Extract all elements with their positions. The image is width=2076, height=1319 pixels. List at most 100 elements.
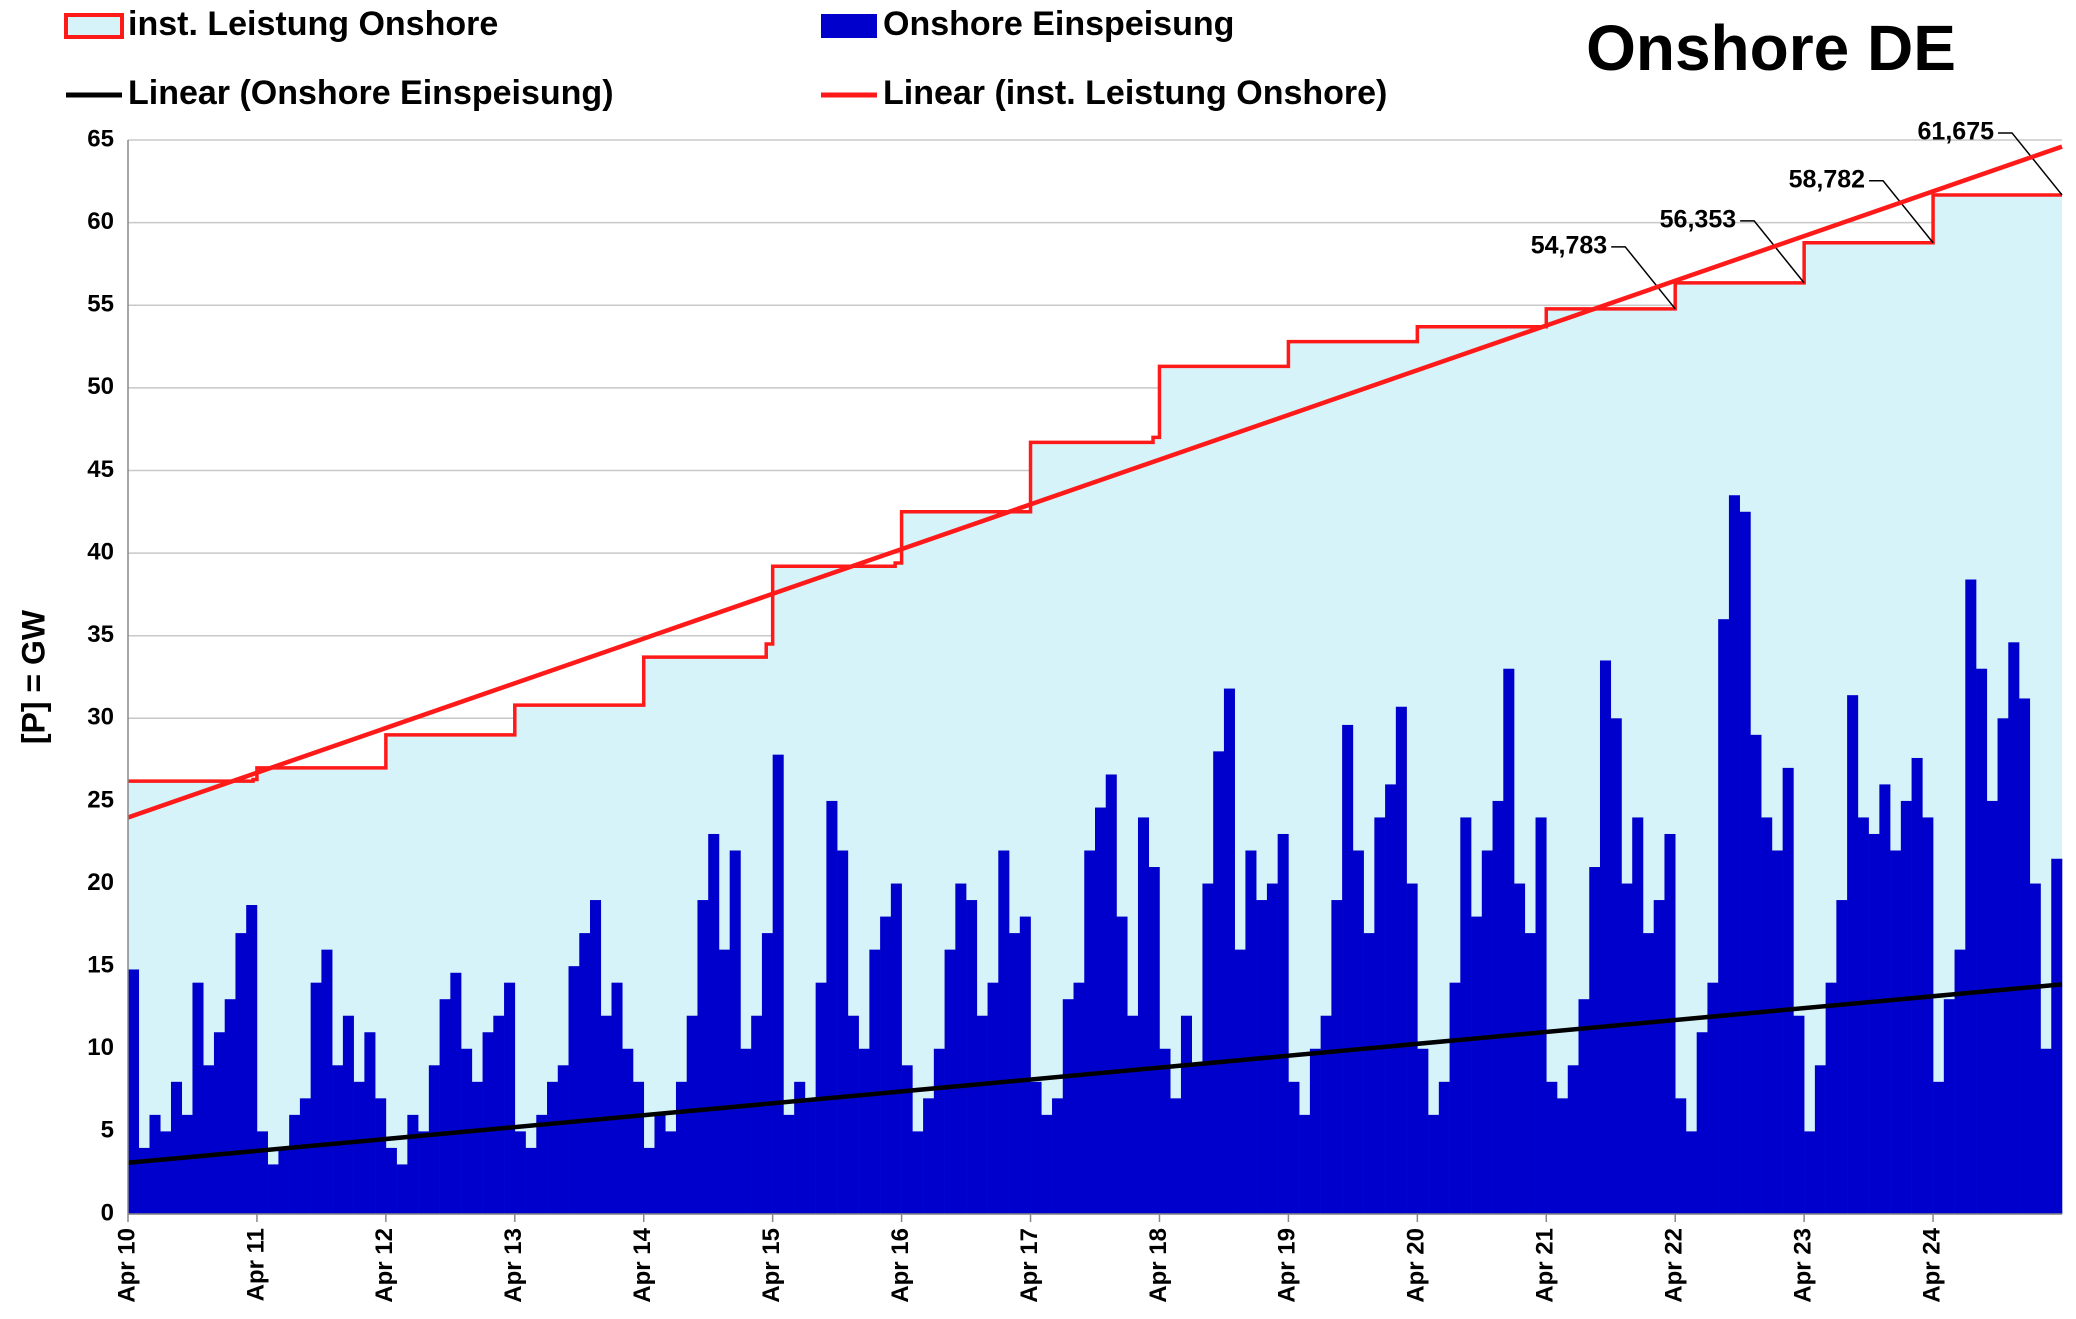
x-tick-label: Apr 14	[629, 1227, 656, 1302]
x-tick-label: Apr 22	[1661, 1228, 1688, 1303]
feed-in-bar	[1750, 734, 1762, 1214]
feed-in-bar	[1986, 800, 1998, 1214]
feed-in-bar	[504, 982, 516, 1214]
feed-in-bar	[1213, 751, 1225, 1214]
feed-in-bar	[880, 916, 892, 1214]
x-tick-label: Apr 21	[1532, 1228, 1559, 1303]
y-axis-label: [P] = GW	[15, 609, 51, 744]
feed-in-bar	[804, 1098, 816, 1214]
feed-in-bar	[1782, 767, 1794, 1214]
x-tick-label: Apr 18	[1145, 1228, 1172, 1303]
feed-in-bar	[1804, 1131, 1816, 1214]
feed-in-bar	[794, 1081, 806, 1214]
feed-in-bar	[2008, 642, 2020, 1214]
feed-in-bar	[525, 1147, 537, 1214]
feed-in-bar	[1707, 982, 1719, 1214]
feed-in-bar	[1331, 900, 1343, 1214]
feed-in-bar	[772, 754, 784, 1214]
y-tick-label: 60	[87, 208, 114, 235]
legend-label: inst. Leistung Onshore	[128, 5, 498, 43]
x-tick-label: Apr 17	[1016, 1228, 1043, 1303]
feed-in-bar	[632, 1081, 645, 1214]
feed-in-bar	[966, 900, 978, 1214]
feed-in-bar	[2029, 883, 2041, 1214]
feed-in-bar	[160, 1131, 172, 1214]
x-tick-label: Apr 24	[1918, 1227, 1945, 1302]
feed-in-bar	[1245, 850, 1257, 1214]
feed-in-bar	[1524, 933, 1536, 1214]
feed-in-bar	[224, 999, 236, 1214]
feed-in-bar	[1266, 883, 1278, 1214]
x-tick-label: Apr 11	[242, 1228, 269, 1301]
feed-in-bar	[1546, 1081, 1558, 1214]
data-label: 58,782	[1789, 165, 1865, 193]
feed-in-bar	[1890, 850, 1902, 1214]
data-label: 54,783	[1531, 231, 1607, 259]
feed-in-bar	[923, 1098, 935, 1214]
feed-in-bar	[729, 850, 741, 1214]
feed-in-bar	[289, 1114, 301, 1214]
feed-in-bar	[1299, 1114, 1311, 1214]
feed-in-bar	[1664, 833, 1676, 1214]
feed-in-bar	[1159, 1048, 1171, 1214]
feed-in-bar	[665, 1131, 677, 1214]
chart-title: Onshore DE	[1586, 12, 1956, 84]
feed-in-bar	[1041, 1114, 1053, 1214]
feed-in-bar	[944, 949, 956, 1214]
data-label: 56,353	[1660, 205, 1736, 233]
feed-in-bar	[1449, 982, 1461, 1214]
feed-in-bar	[976, 1015, 988, 1214]
feed-in-bar	[1825, 982, 1837, 1214]
feed-in-bar	[622, 1048, 634, 1214]
feed-in-bar	[1320, 1015, 1332, 1214]
feed-in-bar	[1385, 784, 1397, 1214]
feed-in-bar	[718, 949, 730, 1214]
feed-in-bar	[1019, 916, 1031, 1214]
data-label: 61,675	[1918, 118, 1995, 146]
feed-in-bar	[1180, 1015, 1192, 1214]
feed-in-bar	[375, 1098, 387, 1214]
feed-in-bar	[396, 1164, 408, 1214]
feed-in-bar	[1202, 883, 1214, 1214]
feed-in-bar	[1718, 619, 1730, 1214]
x-tick-label: Apr 20	[1403, 1228, 1430, 1303]
label-leader	[1998, 132, 2063, 196]
feed-in-bar	[310, 982, 322, 1214]
feed-in-bar	[1503, 668, 1515, 1214]
feed-in-bar	[783, 1114, 795, 1214]
feed-in-bar	[1696, 1032, 1708, 1214]
feed-in-bar	[407, 1114, 419, 1214]
feed-in-bar	[1933, 1081, 1945, 1214]
feed-in-bar	[1094, 807, 1107, 1214]
area-layer	[128, 194, 2062, 1215]
feed-in-bar	[600, 1015, 612, 1214]
feed-in-bar	[267, 1164, 279, 1214]
feed-in-bar	[1406, 883, 1418, 1214]
feed-in-bar	[1642, 933, 1655, 1214]
feed-in-bar	[1277, 833, 1289, 1214]
feed-in-bar	[1030, 1081, 1042, 1214]
feed-in-bar	[1535, 817, 1547, 1214]
feed-in-bar	[1814, 1065, 1826, 1214]
feed-in-bar	[149, 1114, 161, 1214]
feed-in-bar	[1223, 688, 1235, 1214]
feed-in-bar	[1342, 724, 1354, 1214]
feed-in-bar	[858, 1048, 870, 1214]
feed-in-bar	[1578, 999, 1590, 1214]
x-tick-label: Apr 19	[1274, 1228, 1301, 1303]
feed-in-bar	[256, 1131, 268, 1214]
feed-in-bar	[2051, 858, 2063, 1214]
feed-in-bar	[1460, 817, 1472, 1214]
y-tick-label: 15	[87, 951, 114, 978]
feed-in-bar	[1374, 817, 1386, 1214]
feed-in-bar	[1589, 867, 1601, 1214]
feed-in-bar	[837, 850, 849, 1214]
feed-in-bar	[1976, 668, 1988, 1214]
feed-in-bar	[675, 1081, 688, 1214]
feed-in-bar	[933, 1048, 945, 1214]
feed-in-bar	[708, 833, 720, 1214]
feed-in-bar	[353, 1081, 365, 1214]
feed-in-bar	[998, 850, 1010, 1214]
feed-in-bar	[1288, 1081, 1300, 1214]
